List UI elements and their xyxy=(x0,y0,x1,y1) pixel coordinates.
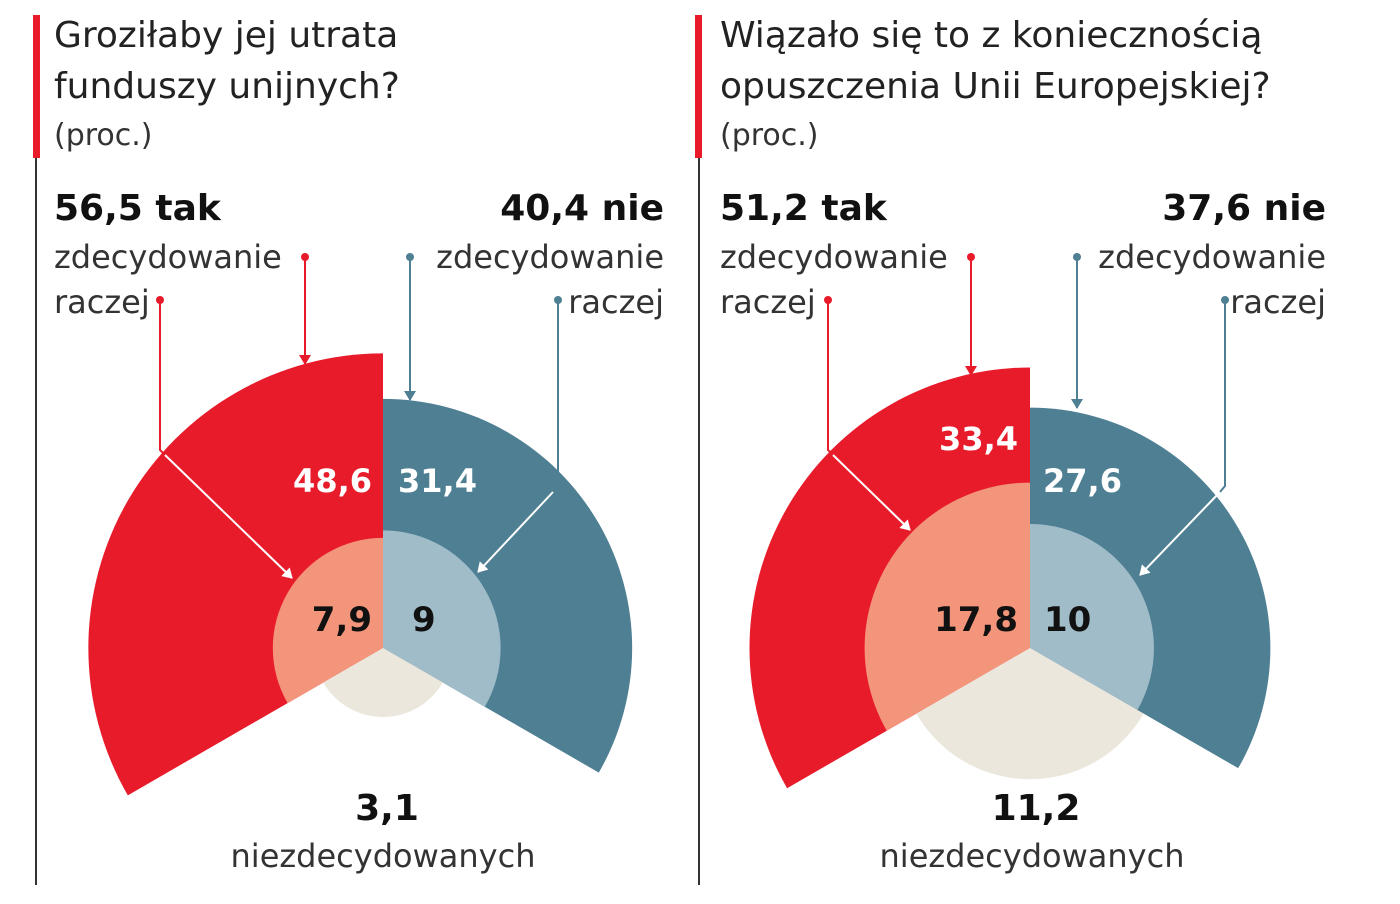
accent-bar xyxy=(695,15,702,158)
value-label: 31,4 xyxy=(398,462,477,500)
wedge-yes-rather xyxy=(272,537,383,704)
unit-label: (proc.) xyxy=(54,118,153,153)
value-label: 9 xyxy=(412,600,436,640)
no-total: 37,6 nie xyxy=(1162,188,1326,229)
no-rather-label: raczej xyxy=(568,283,664,321)
yes-rather-label: raczej xyxy=(54,283,150,321)
yes-total: 56,5 tak xyxy=(54,188,222,229)
yes-definitely-label: zdecydowanie xyxy=(54,238,282,276)
leader-lines xyxy=(824,253,1229,576)
chart-title-line-2: funduszy unijnych? xyxy=(54,66,400,107)
wedge-no-rather xyxy=(1030,524,1154,710)
value-label: 27,6 xyxy=(1043,462,1122,500)
panel-1: Groziłaby jej utrata funduszy unijnych? … xyxy=(33,15,664,885)
wedge-undecided xyxy=(916,648,1144,780)
undecided-label: niezdecydowanych xyxy=(880,837,1185,875)
accent-bar xyxy=(33,15,40,158)
chart-title-line-1: Wiązało się to z koniecznością xyxy=(720,15,1263,56)
unit-label: (proc.) xyxy=(720,118,819,153)
yes-total: 51,2 tak xyxy=(720,188,888,229)
wedges xyxy=(749,367,1271,789)
wedge-no-rather xyxy=(383,530,501,707)
value-label: 7,9 xyxy=(312,600,372,640)
no-rather-label: raczej xyxy=(1230,283,1326,321)
panel-2: Wiązało się to z koniecznością opuszczen… xyxy=(695,15,1326,885)
no-definitely-label: zdecydowanie xyxy=(1098,238,1326,276)
yes-rather-label: raczej xyxy=(720,283,816,321)
undecided-label: niezdecydowanych xyxy=(231,837,536,875)
value-label: 17,8 xyxy=(934,600,1018,640)
yes-definitely-label: zdecydowanie xyxy=(720,238,948,276)
leader-lines xyxy=(156,253,562,579)
chart-title-line-1: Groziłaby jej utrata xyxy=(54,15,398,56)
no-total: 40,4 nie xyxy=(500,188,664,229)
undecided-value: 11,2 xyxy=(992,788,1081,829)
chart-title-line-2: opuszczenia Unii Europejskiej? xyxy=(720,66,1271,107)
value-label: 33,4 xyxy=(939,420,1018,458)
undecided-value: 3,1 xyxy=(355,788,419,829)
no-definitely-label: zdecydowanie xyxy=(436,238,664,276)
wedge-yes-rather xyxy=(864,482,1030,731)
wedges xyxy=(88,353,633,796)
value-label: 10 xyxy=(1044,600,1091,640)
value-label: 48,6 xyxy=(293,462,372,500)
wedge-undecided xyxy=(323,648,443,718)
